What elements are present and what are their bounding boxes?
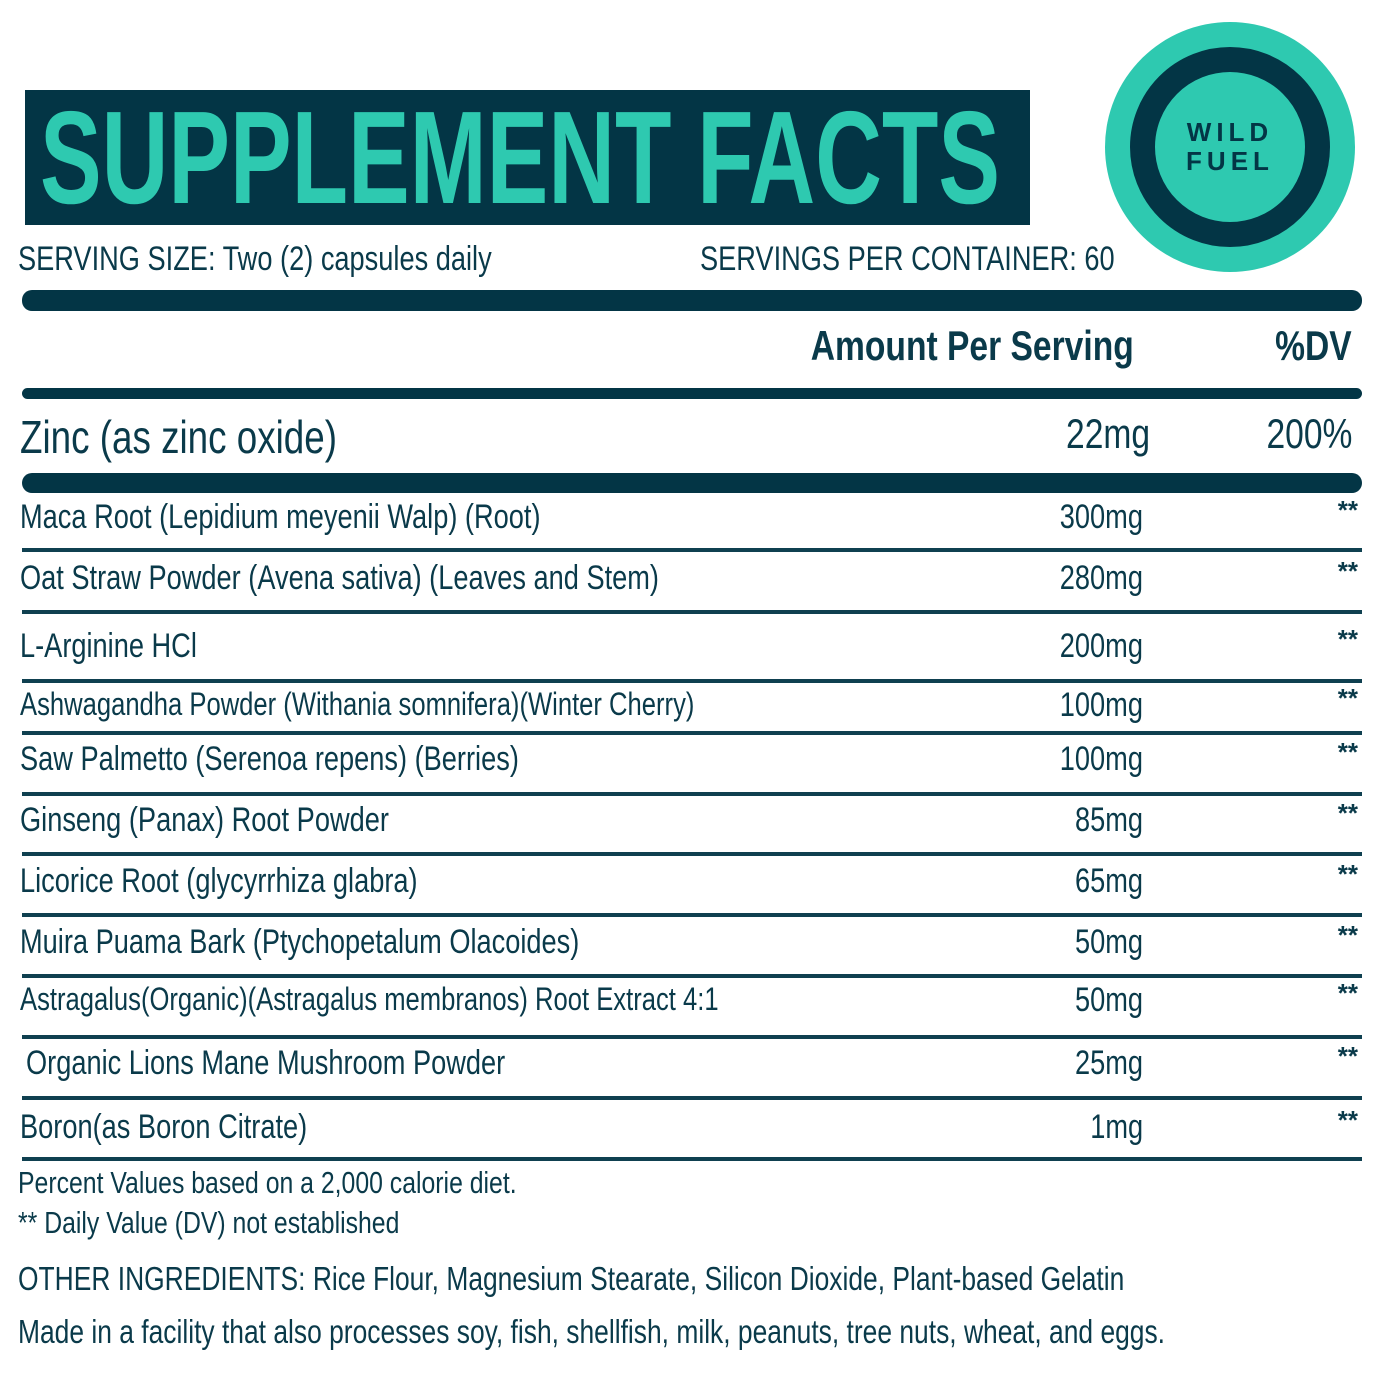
- ingredient-dv: **: [1337, 495, 1358, 525]
- ingredient-amount: 85mg: [1074, 801, 1143, 839]
- other-ingredients: OTHER INGREDIENTS: Rice Flour, Magnesium…: [18, 1260, 1125, 1297]
- ingredient-amount: 100mg: [1059, 740, 1143, 778]
- ingredient-name: Licorice Root (glycyrrhiza glabra): [20, 862, 418, 900]
- row-divider: [22, 852, 1362, 856]
- wild-fuel-logo: WILD FUEL: [1105, 22, 1355, 272]
- row-divider: [22, 913, 1362, 917]
- row-divider: [22, 731, 1362, 735]
- ingredient-dv: **: [1337, 683, 1358, 713]
- ingredient-amount: 25mg: [1074, 1044, 1143, 1082]
- ingredient-dv: **: [1337, 556, 1358, 586]
- ingredient-dv: **: [1337, 798, 1358, 828]
- ingredient-name: Ashwagandha Powder (Withania somnifera)(…: [20, 686, 695, 722]
- dv-header: %DV: [1275, 322, 1352, 369]
- allergen-statement: Made in a facility that also processes s…: [18, 1313, 1166, 1350]
- servings-per-container: SERVINGS PER CONTAINER: 60: [700, 240, 1115, 278]
- row-divider: [22, 1157, 1362, 1161]
- ingredient-name: Muira Puama Bark (Ptychopetalum Olacoide…: [20, 923, 580, 961]
- title-banner: [25, 90, 1030, 225]
- ingredient-dv: **: [1337, 624, 1358, 654]
- ingredient-dv: **: [1337, 859, 1358, 889]
- ingredient-name: Saw Palmetto (Serenoa repens) (Berries): [20, 740, 519, 778]
- ingredient-name: L-Arginine HCl: [20, 627, 197, 665]
- row-divider: [22, 679, 1362, 683]
- ingredient-name: Oat Straw Powder (Avena sativa) (Leaves …: [20, 559, 659, 597]
- ingredient-name: Ginseng (Panax) Root Powder: [20, 801, 389, 839]
- dv-note: ** Daily Value (DV) not established: [18, 1205, 400, 1240]
- ingredient-dv: **: [1337, 978, 1358, 1008]
- row-divider: [22, 1035, 1362, 1039]
- highlight-dv: 200%: [1266, 410, 1352, 457]
- ingredient-name: Boron(as Boron Citrate): [20, 1108, 308, 1146]
- page-title: SUPPLEMENT FACTS: [40, 84, 1001, 231]
- divider: [22, 388, 1362, 399]
- ingredient-amount: 300mg: [1059, 498, 1143, 536]
- ingredient-amount: 50mg: [1074, 981, 1143, 1019]
- ingredient-amount: 65mg: [1074, 862, 1143, 900]
- row-divider: [22, 1096, 1362, 1100]
- row-divider: [22, 610, 1362, 614]
- row-divider: [22, 792, 1362, 796]
- ingredient-dv: **: [1337, 1105, 1358, 1135]
- ingredient-name: Astragalus(Organic)(Astragalus membranos…: [20, 981, 719, 1017]
- logo-text: WILD FUEL: [1186, 117, 1274, 176]
- row-divider: [22, 548, 1362, 552]
- ingredient-name: Organic Lions Mane Mushroom Powder: [26, 1044, 506, 1082]
- serving-size: SERVING SIZE: Two (2) capsules daily: [18, 240, 492, 278]
- ingredient-name: Maca Root (Lepidium meyenii Walp) (Root): [20, 498, 541, 536]
- highlight-amount: 22mg: [1065, 410, 1150, 457]
- ingredient-amount: 200mg: [1059, 627, 1143, 665]
- highlight-name: Zinc (as zinc oxide): [20, 411, 337, 463]
- ingredient-dv: **: [1337, 920, 1358, 950]
- ingredient-amount: 1mg: [1090, 1108, 1143, 1146]
- divider-thick: [22, 473, 1362, 493]
- divider-thick: [22, 290, 1362, 311]
- ingredient-amount: 50mg: [1074, 923, 1143, 961]
- ingredient-dv: **: [1337, 1041, 1358, 1071]
- row-divider: [22, 974, 1362, 978]
- ingredient-dv: **: [1337, 737, 1358, 767]
- ingredient-amount: 100mg: [1059, 686, 1143, 724]
- ingredient-amount: 280mg: [1059, 559, 1143, 597]
- percent-note: Percent Values based on a 2,000 calorie …: [18, 1165, 517, 1200]
- amount-header: Amount Per Serving: [811, 322, 1134, 369]
